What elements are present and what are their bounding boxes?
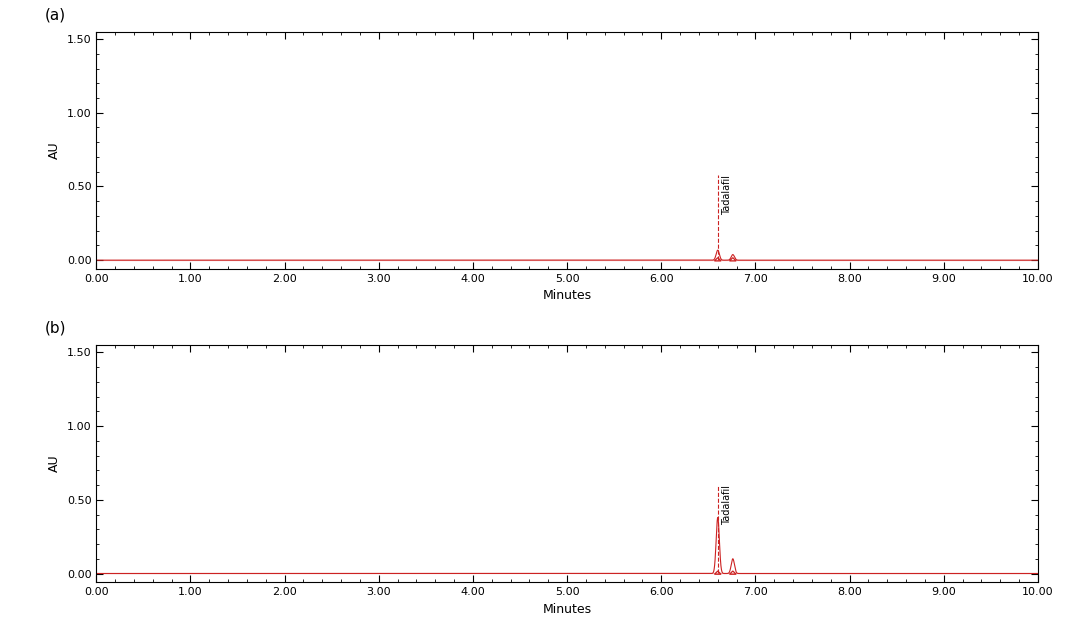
Text: (a): (a) xyxy=(45,7,65,22)
Text: Tadalafil: Tadalafil xyxy=(722,175,733,215)
Text: Tadalafil: Tadalafil xyxy=(722,485,733,525)
Y-axis label: AU: AU xyxy=(48,455,61,472)
X-axis label: Minutes: Minutes xyxy=(542,289,592,303)
Text: (b): (b) xyxy=(45,320,66,335)
Y-axis label: AU: AU xyxy=(48,142,61,159)
X-axis label: Minutes: Minutes xyxy=(542,603,592,616)
